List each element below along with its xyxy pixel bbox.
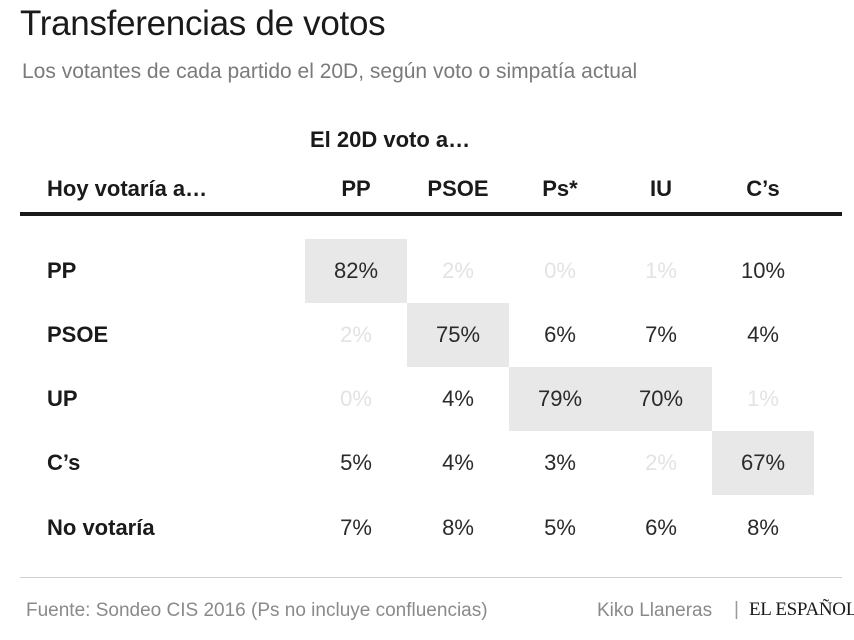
table-cell-cs: 4%: [747, 322, 779, 347]
table-cell-pp: 5%: [340, 450, 372, 475]
source-note: Fuente: Sondeo CIS 2016 (Ps no incluye c…: [26, 600, 488, 621]
table-cell-psoe: 4%: [442, 450, 474, 475]
table-cell-ps: 3%: [544, 450, 576, 475]
table-cell-iu: 1%: [645, 258, 677, 283]
table-cell-cs: 10%: [740, 258, 786, 283]
column-header-psoe: PSOE: [427, 176, 489, 201]
table-cell-pp: 7%: [340, 515, 372, 540]
column-header-pp: PP: [341, 176, 371, 201]
table-cell-ps: 79%: [509, 367, 611, 431]
row-label: PP: [47, 258, 77, 283]
row-label: No votaría: [47, 515, 155, 540]
table-cell-psoe: 8%: [442, 515, 474, 540]
table-cell-psoe: 75%: [407, 303, 509, 367]
table-cell-cs: 1%: [747, 386, 779, 411]
footer-rule: [20, 577, 842, 578]
table-cell-iu: 6%: [645, 515, 677, 540]
table-cell-pp: 82%: [305, 239, 407, 303]
table-cell-pp: 2%: [340, 322, 372, 347]
column-group-label: El 20D voto a…: [310, 127, 471, 152]
column-header-ps: Ps*: [542, 176, 578, 201]
table-cell-iu: 70%: [610, 367, 712, 431]
column-header-cs: C’s: [746, 176, 780, 201]
row-label: UP: [47, 386, 78, 411]
author-credit: Kiko Llaneras: [597, 600, 713, 621]
table-cell-cs: 8%: [747, 515, 779, 540]
row-label: C’s: [47, 450, 81, 475]
table-cell-cs: 67%: [712, 431, 814, 495]
credit-separator: |: [734, 599, 739, 620]
table-cell-pp: 0%: [340, 386, 372, 411]
table-cell-iu: 7%: [645, 322, 677, 347]
table-cell-ps: 5%: [544, 515, 576, 540]
chart-title: Transferencias de votos: [20, 4, 386, 43]
column-header-iu: IU: [650, 176, 672, 201]
table-cell-psoe: 2%: [442, 258, 474, 283]
table-cell-iu: 2%: [645, 450, 677, 475]
brand-logo: EL ESPAÑOL: [749, 599, 854, 620]
row-label: PSOE: [47, 322, 109, 347]
header-rule: [20, 212, 842, 216]
table-cell-ps: 0%: [544, 258, 576, 283]
table-cell-ps: 6%: [544, 322, 576, 347]
chart-subtitle: Los votantes de cada partido el 20D, seg…: [22, 60, 638, 83]
table-cell-psoe: 4%: [442, 386, 474, 411]
row-header-label: Hoy votaría a…: [47, 176, 208, 201]
